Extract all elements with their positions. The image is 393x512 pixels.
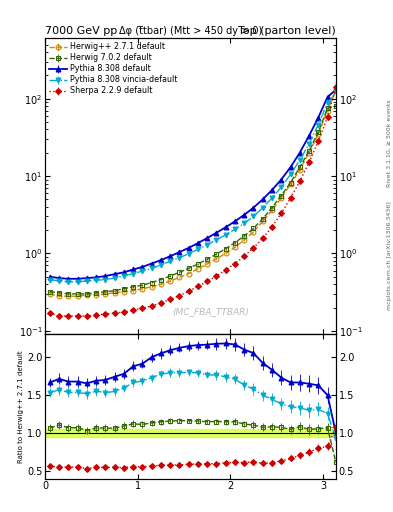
Text: mcplots.cern.ch [arXiv:1306.3436]: mcplots.cern.ch [arXiv:1306.3436] [387,202,391,310]
Text: Rivet 3.1.10, ≥ 500k events: Rivet 3.1.10, ≥ 500k events [387,99,391,187]
Y-axis label: Ratio to Herwig++ 2.7.1 default: Ratio to Herwig++ 2.7.1 default [18,350,24,463]
Title: Δφ (t̅tbar) (Mtt > 450 dy > 0): Δφ (t̅tbar) (Mtt > 450 dy > 0) [119,26,262,36]
Text: 7000 GeV pp: 7000 GeV pp [45,26,118,36]
Bar [45,430,336,437]
Text: Top (parton level): Top (parton level) [238,26,336,36]
Legend: Herwig++ 2.7.1 default, Herwig 7.0.2 default, Pythia 8.308 default, Pythia 8.308: Herwig++ 2.7.1 default, Herwig 7.0.2 def… [48,41,179,97]
Text: (MC_FBA_TTBAR): (MC_FBA_TTBAR) [173,308,250,316]
